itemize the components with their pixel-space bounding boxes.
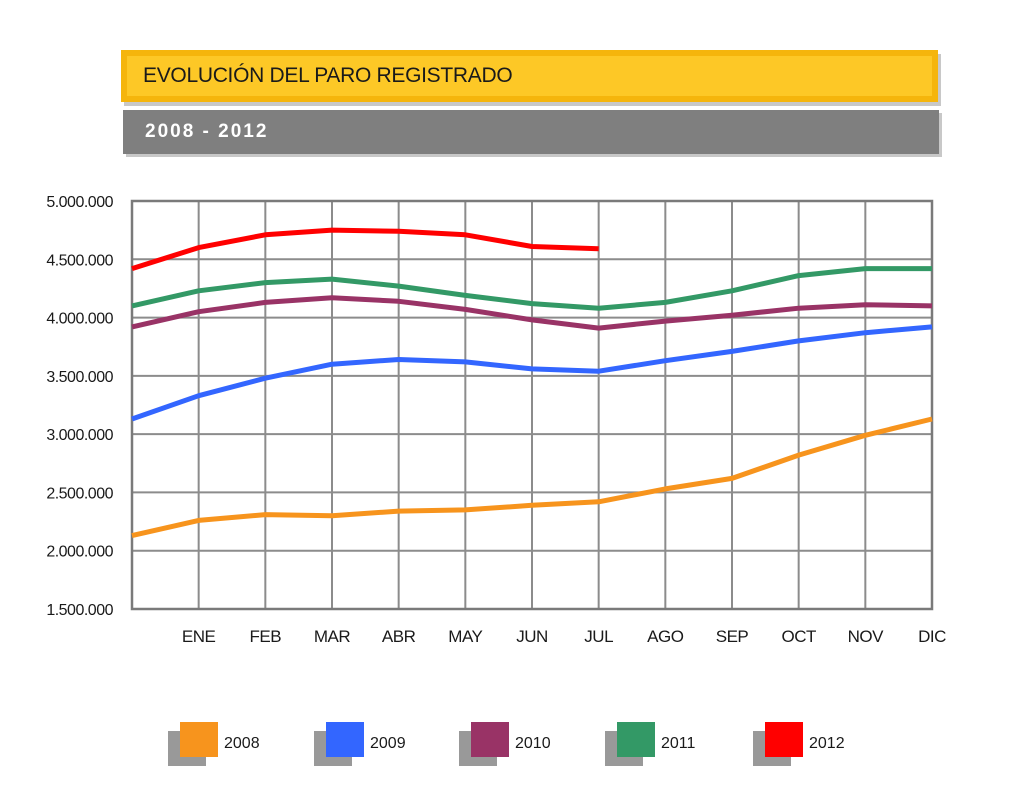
y-tick-label: 4.500.000 [46,252,113,269]
legend-label: 2009 [370,735,406,752]
x-tick-label: MAY [448,627,482,646]
x-tick-label: JUN [516,627,548,646]
x-tick-label: JUL [584,627,613,646]
chart-title: EVOLUCIÓN DEL PARO REGISTRADO [127,56,932,96]
y-tick-label: 3.000.000 [46,427,113,444]
x-tick-label: OCT [781,627,816,646]
legend-swatch-2008 [180,722,218,757]
x-tick-label: ENE [182,627,216,646]
x-tick-label: NOV [848,627,885,646]
series-line-2012 [131,227,599,271]
series-lines [131,227,933,539]
x-tick-label: FEB [250,627,282,646]
series-line-2010 [131,295,933,331]
x-tick-label: ABR [382,627,416,646]
legend-label: 2012 [809,735,845,752]
chart-subtitle: 2008 - 2012 [123,110,939,154]
legend-swatch-2010 [471,722,509,757]
y-tick-label: 3.500.000 [46,369,113,386]
y-tick-label: 2.500.000 [46,485,113,502]
plot-frame [130,199,934,611]
y-axis-ticks: 1.500.000 2.000.000 2.500.000 3.000.000 3.50… [46,194,114,619]
x-tick-label: AGO [647,627,684,646]
legend-swatch-2009 [326,722,364,757]
x-tick-label: SEP [716,627,749,646]
y-tick-label: 5.000.000 [46,194,113,211]
x-tick-label: MAR [314,627,351,646]
x-axis-ticks: ENE FEB MAR ABR MAY JUN JUL AGO SEP OCT NOV DIC [182,627,947,646]
series-line-2008 [131,416,933,539]
y-tick-label: 4.000.000 [46,311,113,328]
legend-label: 2010 [515,735,551,752]
title-banner: EVOLUCIÓN DEL PARO REGISTRADO [121,50,938,102]
legend-swatch-2011 [617,722,655,757]
legend: 2008 2009 2010 2011 2012 [168,722,845,766]
y-tick-label: 2.000.000 [46,544,113,561]
grid [130,199,934,611]
x-tick-label: DIC [918,627,946,646]
series-line-2009 [131,324,933,422]
legend-label: 2008 [224,735,260,752]
y-tick-label: 1.500.000 [46,602,113,619]
legend-label: 2011 [661,735,696,752]
legend-swatch-2012 [765,722,803,757]
series-line-2011 [131,266,932,311]
